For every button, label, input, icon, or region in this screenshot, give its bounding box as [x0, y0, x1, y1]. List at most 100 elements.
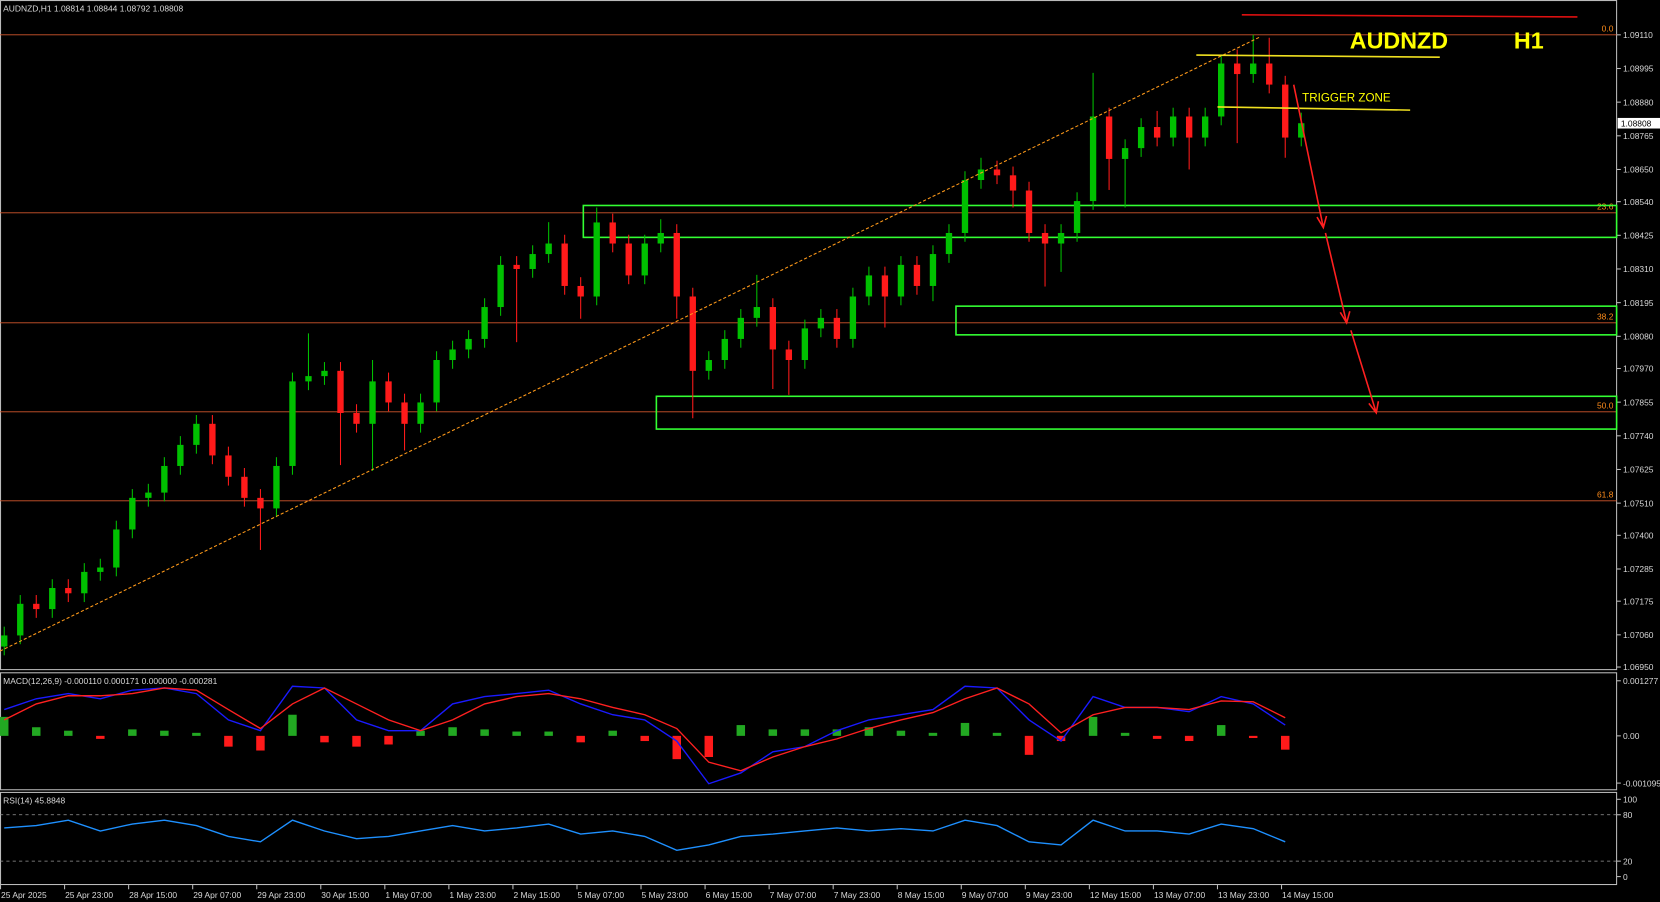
y-tick-label: 1.07400 [1623, 531, 1654, 541]
candle-body [1218, 63, 1225, 117]
red-line [1241, 14, 1578, 18]
y-tick-label: -0.001095 [1623, 778, 1660, 788]
histogram-bar [224, 735, 233, 747]
y-tick-label: 1.08425 [1623, 231, 1654, 241]
x-tick-label: 25 Apr 23:00 [65, 890, 113, 900]
histogram-bar [160, 730, 169, 736]
candle-body [1201, 116, 1209, 138]
candle-body [1025, 190, 1033, 233]
x-tick-label: 13 May 07:00 [1154, 890, 1206, 900]
histogram-bar [1056, 735, 1066, 742]
histogram-bar [416, 730, 425, 736]
histogram-bar [800, 729, 810, 736]
candle-body [865, 275, 873, 297]
candle-body [1169, 116, 1177, 138]
y-tick-label: 80 [1623, 810, 1633, 820]
x-tick-label: 6 May 15:00 [706, 890, 753, 900]
histogram-bar [736, 725, 746, 736]
candle-body [817, 317, 825, 329]
candle-body [945, 232, 953, 255]
candle-body [49, 588, 56, 610]
candle-body [561, 243, 568, 286]
candle-body [833, 317, 841, 339]
macd-title: MACD(12,26,9) -0.000110 0.000171 0.00000… [3, 676, 217, 686]
x-tick-label: 25 Apr 2025 [1, 890, 47, 900]
y-tick-label: 1.07740 [1623, 431, 1654, 441]
candle-body [1121, 148, 1129, 159]
histogram-bar [96, 735, 105, 739]
y-tick-label: 1.07175 [1623, 596, 1654, 606]
candle-body [881, 275, 889, 297]
candle-body [993, 169, 1001, 176]
arrow [1292, 84, 1328, 230]
candle-body [897, 264, 905, 297]
histogram-bar [672, 735, 681, 760]
trigger-zone-label: TRIGGER ZONE [1302, 92, 1391, 105]
candle-body [673, 232, 680, 297]
indicator-line [4, 819, 1286, 852]
y-tick-label: 1.07285 [1623, 564, 1654, 574]
histogram-bar [864, 727, 874, 736]
candle-body [689, 296, 696, 371]
x-tick-label: 30 Apr 15:00 [321, 890, 369, 900]
candle-body [641, 243, 648, 276]
candle-body [225, 455, 232, 477]
candle-body [257, 497, 264, 509]
histogram-bar [608, 730, 617, 736]
resistance-line [1196, 54, 1440, 58]
candle-body [1298, 123, 1305, 138]
candle-body [1057, 232, 1065, 244]
candle-body [1009, 175, 1017, 191]
y-tick-label: 1.09110 [1623, 30, 1653, 40]
histogram-bar [1088, 716, 1098, 736]
candle-body [17, 603, 24, 636]
candle-body [321, 370, 328, 377]
x-tick-label: 2 May 15:00 [513, 890, 560, 900]
histogram-bar [352, 735, 361, 747]
y-tick-label: 1.08765 [1623, 131, 1654, 141]
rsi-panel-border [0, 791, 1618, 886]
candle-body [33, 603, 40, 610]
x-tick-label: 8 May 15:00 [898, 890, 945, 900]
y-tick-label: 1.08080 [1623, 331, 1654, 341]
candle-body [785, 349, 793, 361]
x-tick-label: 9 May 07:00 [962, 890, 1009, 900]
candle-body [337, 370, 344, 413]
candle-body [961, 180, 969, 233]
candle-body [593, 222, 600, 297]
y-tick-label: 1.08310 [1623, 264, 1654, 274]
histogram-bar [0, 716, 9, 736]
y-tick-label: 1.07625 [1623, 465, 1654, 475]
candle-body [385, 381, 392, 403]
histogram-bar [64, 730, 73, 736]
histogram-bar [1216, 725, 1226, 736]
x-tick-label: 1 May 23:00 [449, 890, 496, 900]
arrow [1324, 232, 1351, 325]
candle-body [929, 254, 937, 286]
candle-body [161, 465, 168, 493]
y-tick-label: 0 [1623, 872, 1628, 882]
y-tick-label: 1.08995 [1623, 64, 1654, 74]
timeframe-label: H1 [1514, 28, 1544, 54]
candle-body [577, 285, 584, 297]
candle-body [113, 529, 120, 568]
y-tick-label: 20 [1623, 856, 1633, 866]
x-tick-label: 7 May 07:00 [770, 890, 817, 900]
candle-body [849, 296, 857, 339]
candle-body [625, 243, 632, 276]
histogram-bar [448, 727, 457, 736]
candle-body [721, 338, 728, 361]
y-tick-label: 1.06950 [1623, 662, 1654, 672]
candle-body [273, 465, 280, 509]
histogram-bar [1248, 735, 1258, 739]
projection-arrows [1292, 84, 1380, 415]
candle-body [129, 497, 136, 530]
candle-body [1137, 127, 1145, 149]
candle-body [369, 381, 376, 424]
fib-label: 61.8 [1597, 490, 1614, 500]
candle-body [481, 307, 488, 339]
fib-label: 23.6 [1597, 202, 1614, 212]
histogram-bar [128, 729, 137, 736]
